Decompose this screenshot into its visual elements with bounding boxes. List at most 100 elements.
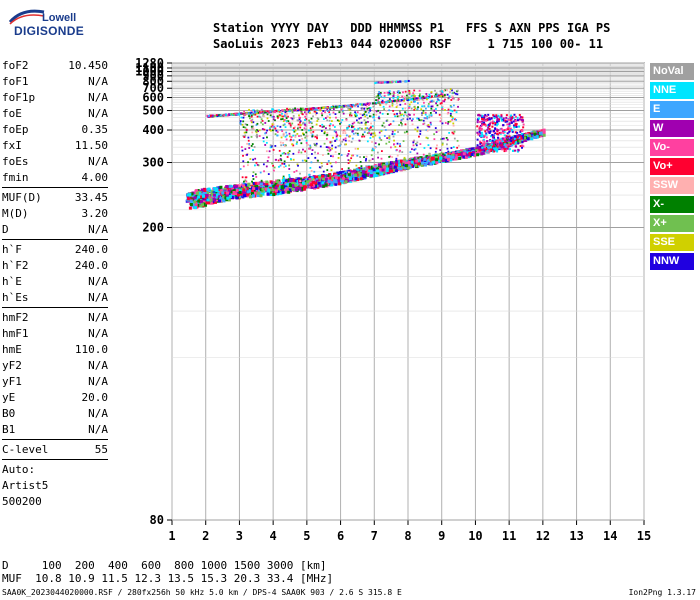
echo-point [484,130,487,133]
echo-point [235,186,239,190]
echo-point [514,122,517,125]
y-tick-label: 1100 [135,61,164,75]
echo-point [504,119,507,122]
echo-point [360,121,363,124]
param-value: 55 [94,443,108,456]
echo-point [260,191,264,195]
param-value: N/A [88,327,108,340]
echo-point [402,160,406,164]
echo-point [360,167,363,170]
echo-point [278,182,282,186]
echo-point [323,173,327,177]
echo-point [230,113,233,116]
echo-point [239,121,242,124]
echo-point [505,116,508,119]
echo-point [386,137,389,140]
echo-point [412,141,415,144]
echo-point [252,186,256,190]
echo-point [390,169,394,173]
echo-point [428,116,431,119]
echo-point [453,97,455,100]
echo-point [264,187,268,191]
echo-point [401,113,404,116]
echo-point [431,95,434,98]
echo-point [250,120,253,122]
echo-point [380,130,383,133]
echo-point [436,144,438,147]
echo-point [359,161,362,163]
echo-point [485,136,488,139]
echo-point [457,153,461,157]
echo-point [433,133,436,136]
echo-point [248,115,251,118]
echo-point [242,182,245,185]
echo-point [362,174,366,178]
echo-point [468,152,472,156]
echo-point [242,165,245,168]
param-row: h`Es N/A [2,290,108,306]
echo-point [520,146,523,149]
echo-point [446,143,448,146]
echo-point [378,131,381,134]
echo-point [401,107,404,110]
echo-point [515,139,519,143]
echo-point [390,80,393,83]
echo-point [370,133,372,136]
echo-point [291,117,294,120]
echo-point [197,191,201,195]
echo-point [269,126,272,129]
echo-point [252,175,254,177]
echo-point [485,132,488,135]
echo-point [433,138,436,141]
echo-point [251,112,254,115]
echo-point [193,206,197,210]
echo-point [203,188,207,192]
echo-point [243,131,246,134]
echo-point [430,114,433,116]
echo-point [305,113,308,116]
echo-point [388,90,391,92]
echo-point [284,126,287,129]
echo-point [443,100,446,103]
echo-point [506,132,509,135]
echo-point [500,117,503,120]
echo-point [489,146,492,149]
echo-point [308,179,312,183]
echo-point [450,99,453,101]
echo-point [249,186,252,188]
param-row: MUF(D) 33.45 [2,190,108,206]
echo-point [478,148,482,152]
echo-point [379,165,382,168]
echo-point [286,134,288,137]
echo-point [414,128,417,131]
echo-point [413,148,416,151]
echo-point [365,158,368,160]
echo-point [482,135,485,138]
echo-point [287,115,289,118]
echo-point [500,146,504,150]
echo-point [423,101,425,104]
echo-point [337,182,341,186]
echo-point [407,115,409,118]
param-value: 10.450 [68,59,108,72]
echo-point [214,187,218,191]
echo-point [441,108,444,110]
echo-point [244,183,248,187]
echo-point [199,204,203,208]
echo-point [347,107,350,110]
echo-point [493,117,496,120]
echo-point [402,140,405,143]
echo-point [518,113,521,116]
echo-point [272,164,275,167]
echo-point [385,103,388,106]
echo-point [197,197,201,201]
echo-point [403,158,407,162]
echo-point [315,123,318,126]
echo-point [334,113,337,116]
echo-point [247,136,250,139]
echo-point [351,105,354,108]
echo-point [410,95,413,98]
echo-point [530,137,534,141]
echo-point [333,179,337,183]
echo-point [521,129,524,132]
